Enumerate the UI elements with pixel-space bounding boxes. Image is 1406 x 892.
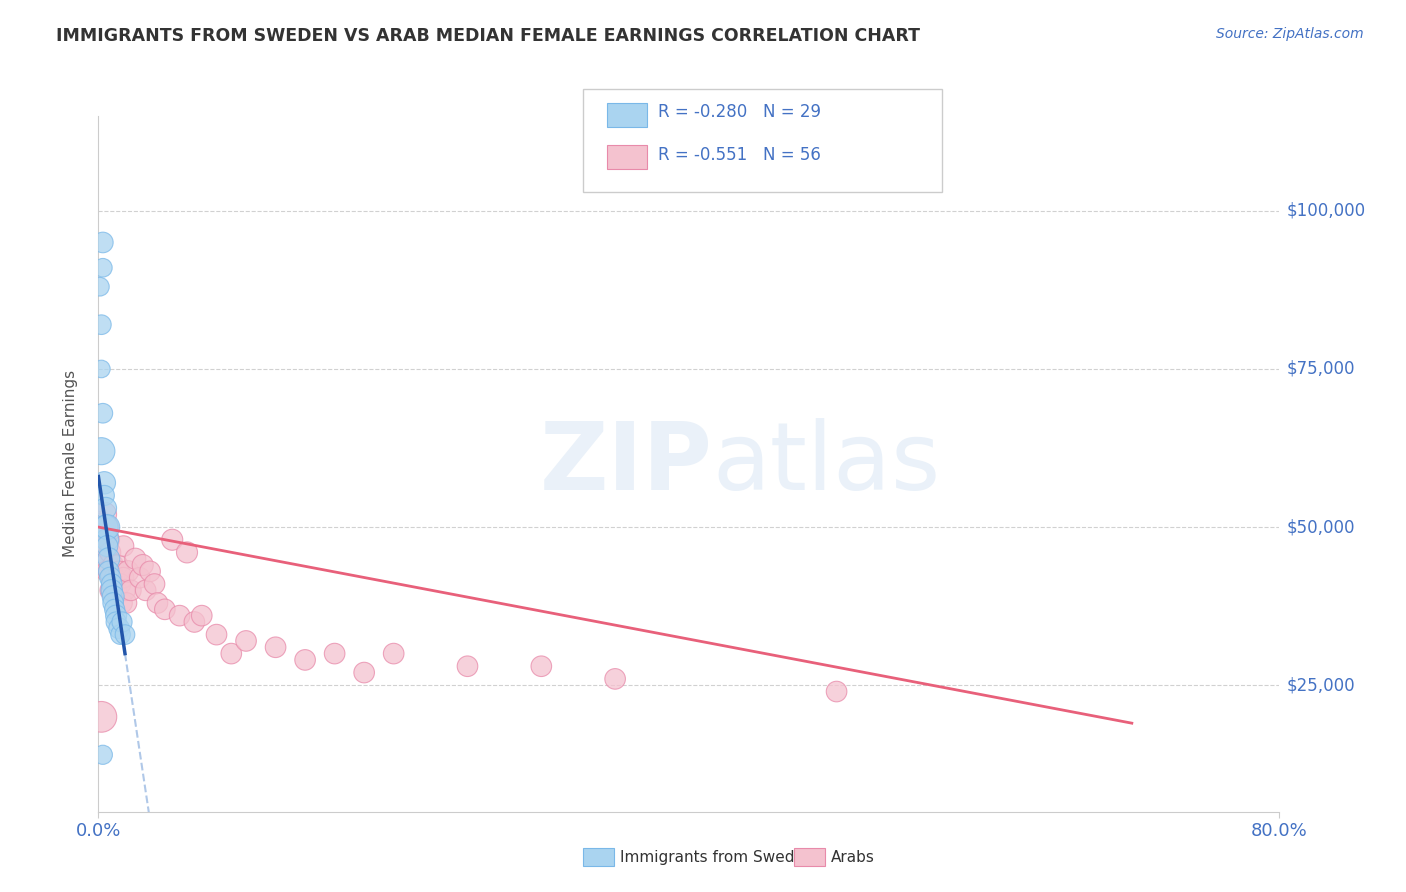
Point <box>143 577 166 591</box>
Point <box>96 539 118 553</box>
Text: $75,000: $75,000 <box>1286 360 1355 378</box>
Point <box>100 583 122 598</box>
Point <box>93 475 115 490</box>
Point <box>91 235 114 250</box>
Point <box>89 520 111 534</box>
Text: atlas: atlas <box>713 417 941 510</box>
Text: R = -0.280   N = 29: R = -0.280 N = 29 <box>658 103 821 121</box>
Point <box>235 634 257 648</box>
Point <box>90 362 112 376</box>
Point <box>120 583 142 598</box>
Y-axis label: Median Female Earnings: Median Female Earnings <box>63 370 77 558</box>
Point <box>100 577 122 591</box>
Point <box>294 653 316 667</box>
Point <box>110 627 132 641</box>
Point <box>605 672 627 686</box>
Point <box>112 539 135 553</box>
Text: $25,000: $25,000 <box>1286 676 1355 694</box>
Point <box>91 406 114 420</box>
Point <box>91 747 114 762</box>
Point <box>153 602 176 616</box>
Point <box>89 279 111 293</box>
Point <box>219 647 242 661</box>
Point <box>110 577 132 591</box>
Point <box>96 520 118 534</box>
Point <box>382 647 405 661</box>
Point <box>96 520 118 534</box>
Point <box>96 533 118 547</box>
Point <box>135 583 157 598</box>
Point <box>90 710 112 724</box>
Point <box>103 577 125 591</box>
Point <box>98 583 121 598</box>
Point <box>353 665 375 680</box>
Point <box>146 596 169 610</box>
Point <box>93 545 115 559</box>
Point <box>117 565 139 579</box>
Text: Source: ZipAtlas.com: Source: ZipAtlas.com <box>1216 27 1364 41</box>
Point <box>124 551 146 566</box>
Point <box>97 565 120 579</box>
Point <box>132 558 155 572</box>
Point <box>108 621 131 635</box>
Point <box>93 488 115 502</box>
Point <box>90 444 112 458</box>
Point <box>105 608 128 623</box>
Point <box>103 596 125 610</box>
Point <box>103 590 125 604</box>
Point <box>90 520 112 534</box>
Point <box>139 565 162 579</box>
Point <box>91 533 114 547</box>
Point <box>100 571 122 585</box>
Point <box>205 627 228 641</box>
Point <box>128 571 150 585</box>
Point <box>103 558 125 572</box>
Text: R = -0.551   N = 56: R = -0.551 N = 56 <box>658 146 821 164</box>
Point <box>169 608 191 623</box>
Text: $100,000: $100,000 <box>1286 202 1365 219</box>
Point <box>94 539 117 553</box>
Point <box>97 533 120 547</box>
Point <box>96 565 118 579</box>
Point <box>98 545 121 559</box>
Point <box>183 615 205 629</box>
Text: ZIP: ZIP <box>540 417 713 510</box>
Point <box>162 533 183 547</box>
Point <box>94 520 117 534</box>
Point <box>530 659 553 673</box>
Point <box>97 551 120 566</box>
Point <box>104 571 127 585</box>
Point <box>105 615 128 629</box>
Point <box>323 647 346 661</box>
Point <box>112 571 135 585</box>
Point <box>104 602 127 616</box>
Point <box>456 659 478 673</box>
Point <box>97 565 120 579</box>
Point <box>105 583 128 598</box>
Point <box>93 508 115 522</box>
Point <box>191 608 214 623</box>
Text: Immigrants from Sweden: Immigrants from Sweden <box>620 850 814 864</box>
Point <box>176 545 198 559</box>
Point <box>825 684 848 698</box>
Point <box>91 260 114 275</box>
Point <box>100 583 122 598</box>
Point <box>108 565 131 579</box>
Point <box>107 558 129 572</box>
Text: Arabs: Arabs <box>831 850 875 864</box>
Point <box>90 318 112 332</box>
Point <box>94 501 117 516</box>
Point <box>91 545 114 559</box>
Point <box>114 627 136 641</box>
Point <box>98 571 121 585</box>
Text: $50,000: $50,000 <box>1286 518 1355 536</box>
Point <box>111 596 134 610</box>
Text: IMMIGRANTS FROM SWEDEN VS ARAB MEDIAN FEMALE EARNINGS CORRELATION CHART: IMMIGRANTS FROM SWEDEN VS ARAB MEDIAN FE… <box>56 27 921 45</box>
Point <box>111 615 134 629</box>
Point <box>94 558 117 572</box>
Point <box>115 596 138 610</box>
Point <box>264 640 287 655</box>
Point <box>114 583 136 598</box>
